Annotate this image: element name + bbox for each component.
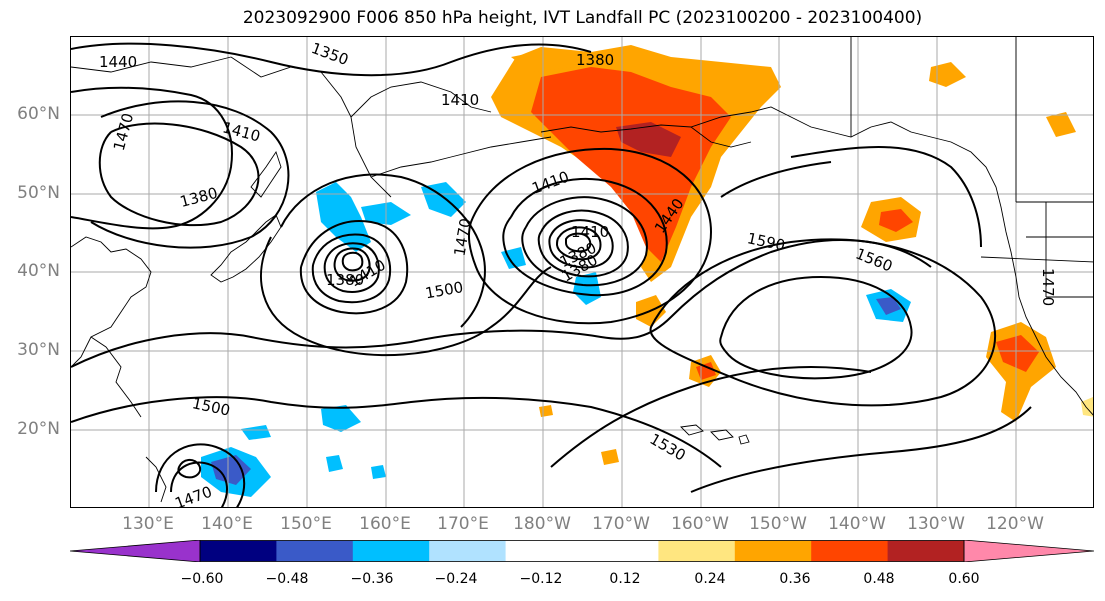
colorbar-segment: [200, 540, 277, 562]
lon-label-150e: 150°E: [280, 514, 332, 534]
borders: [850, 37, 1093, 298]
colorbar-upper-extension: [963, 540, 1094, 562]
lat-label-60n: 60°N: [17, 104, 60, 124]
contour-label: 1380: [326, 271, 364, 289]
contour-label: 1470: [1039, 268, 1057, 306]
contour-label: 1410: [571, 223, 609, 241]
colorbar-segment: [811, 540, 889, 562]
contour-label: 1410: [441, 91, 479, 109]
colorbar-tick: 0.24: [694, 571, 726, 587]
lat-label-30n: 30°N: [17, 340, 60, 360]
colorbar: [70, 540, 1094, 562]
contour-label: 1380: [576, 51, 614, 69]
lon-label-140w: 140°W: [828, 514, 886, 534]
contour-label: 1410: [347, 256, 389, 291]
lon-label-150w: 150°W: [749, 514, 807, 534]
colorbar-tick: 0.60: [948, 571, 980, 587]
colorbar-segment: [658, 540, 736, 562]
colorbar-segment: [352, 540, 430, 562]
lon-label-180w: 180°W: [513, 514, 571, 534]
lon-label-130w: 130°W: [907, 514, 965, 534]
contour-label: 1500: [424, 278, 465, 302]
contour-label: 1530: [647, 430, 689, 465]
colorbar-tick: 0.12: [609, 571, 641, 587]
contour-label: 1350: [309, 39, 351, 69]
colorbar-tick: 0.48: [863, 571, 895, 587]
contour-label: 1470: [110, 111, 137, 153]
colorbar-segment: [734, 540, 812, 562]
colorbar-lower-extension: [70, 540, 201, 562]
colorbar-segment: [887, 540, 965, 562]
colorbar-tick: −0.24: [434, 571, 478, 587]
coastlines: [71, 56, 1093, 503]
colorbar-segment: [582, 540, 659, 562]
contour-label: 1470: [172, 483, 214, 508]
contour-label: 1380: [178, 184, 220, 211]
map-canvas: 1440 1350 1380 1410 1470 1410 1380 1410 …: [71, 37, 1093, 508]
lon-label-160e: 160°E: [359, 514, 411, 534]
colorbar-tick: −0.60: [180, 571, 224, 587]
lon-label-140e: 140°E: [201, 514, 253, 534]
colorbar-segment: [505, 540, 583, 562]
map-title: 2023092900 F006 850 hPa height, IVT Land…: [242, 8, 923, 28]
colorbar-tick: −0.12: [519, 571, 563, 587]
contour-label: 1440: [99, 53, 137, 71]
colorbar-tick: 0.36: [779, 571, 811, 587]
lat-label-50n: 50°N: [17, 183, 60, 203]
colorbar-segment: [429, 540, 507, 562]
colorbar-tick: −0.48: [265, 571, 309, 587]
colorbar-tick: −0.36: [350, 571, 394, 587]
lon-label-170e: 170°E: [437, 514, 489, 534]
height-contours: [71, 42, 1032, 507]
contour-label: 1560: [853, 245, 895, 276]
colorbar-segment: [276, 540, 354, 562]
lon-label-160w: 160°W: [671, 514, 729, 534]
lon-label-130e: 130°E: [122, 514, 174, 534]
contour-label: 1410: [529, 168, 571, 198]
map-panel[interactable]: 1440 1350 1380 1410 1470 1410 1380 1410 …: [70, 36, 1094, 508]
lon-label-170w: 170°W: [592, 514, 650, 534]
contour-label: 1410: [221, 118, 263, 145]
lon-label-120w: 120°W: [986, 514, 1044, 534]
lat-label-20n: 20°N: [17, 419, 60, 439]
lat-label-40n: 40°N: [17, 261, 60, 281]
